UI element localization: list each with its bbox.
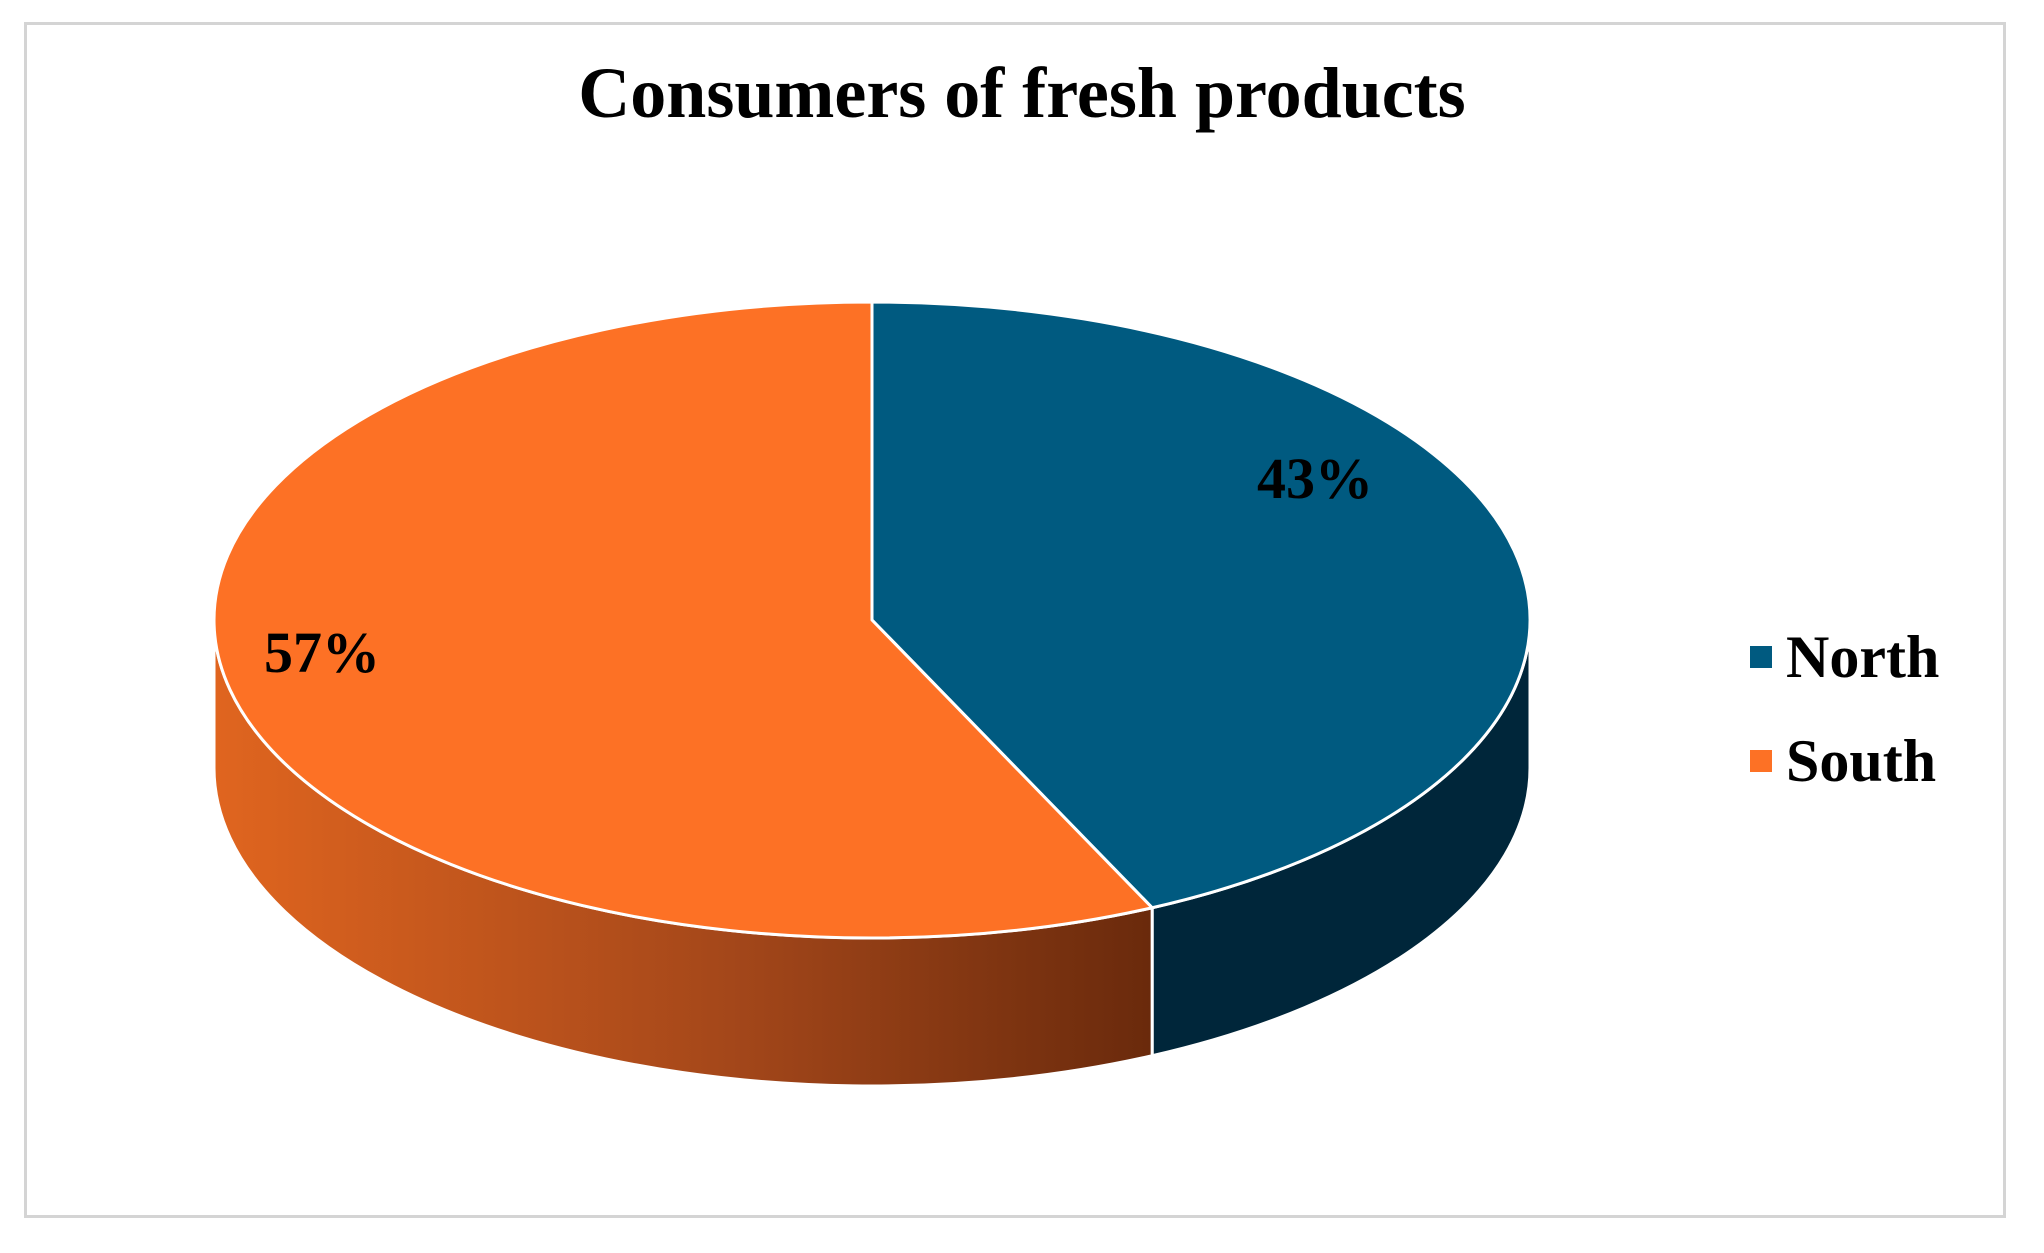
legend-swatch-north [1750, 646, 1772, 668]
legend-label-north: North [1786, 623, 1940, 690]
pie-data-labels: 43% 57% [264, 446, 1373, 685]
pie-slice-south[interactable] [212, 300, 1154, 940]
legend-label-south: South [1786, 727, 1937, 794]
legend-item-north[interactable]: North [1750, 605, 1939, 709]
data-label-south: 57% [264, 620, 380, 685]
pie-tops [212, 300, 1532, 940]
data-label-north: 43% [1257, 446, 1373, 511]
legend-swatch-south [1750, 750, 1772, 772]
legend-item-south[interactable]: South [1750, 709, 1939, 813]
chart-title: Consumers of fresh products [578, 53, 1466, 133]
pie-slice-north[interactable] [870, 300, 1532, 910]
legend: North South [1750, 605, 1939, 813]
